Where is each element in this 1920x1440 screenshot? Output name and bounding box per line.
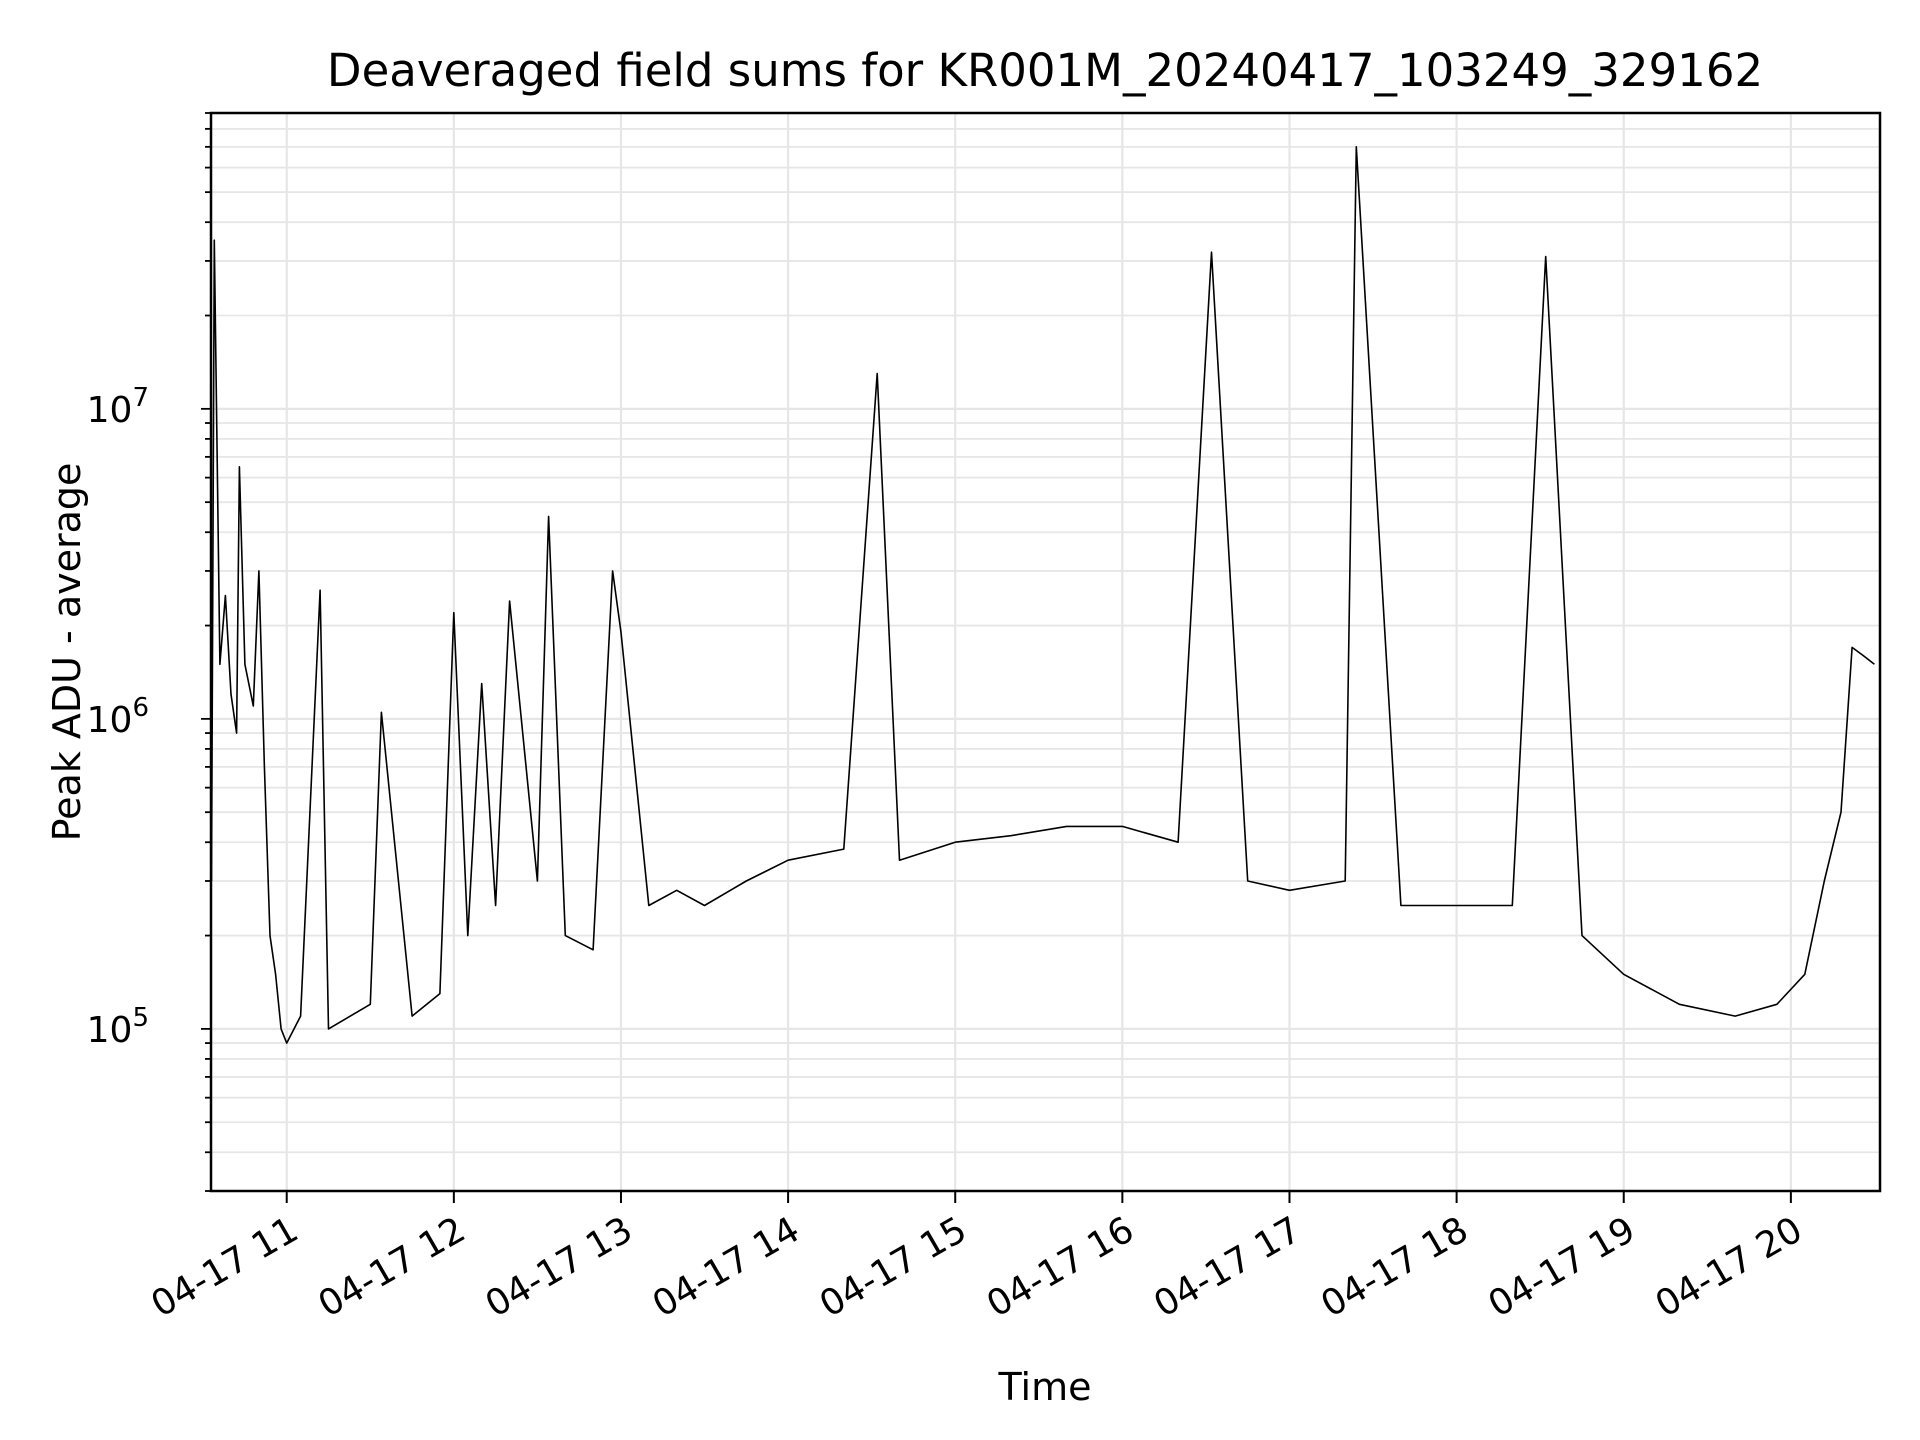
y-tick-label: 105 bbox=[87, 1003, 149, 1051]
y-axis-label: Peak ADU - average bbox=[45, 463, 89, 842]
x-tick-label: 04-17 12 bbox=[312, 1209, 473, 1325]
y-tick-label: 106 bbox=[87, 693, 149, 741]
x-tick-label: 04-17 17 bbox=[1147, 1209, 1308, 1325]
x-tick-label: 04-17 20 bbox=[1649, 1209, 1810, 1325]
grid bbox=[211, 112, 1880, 1192]
y-axis: 105 106 107 bbox=[87, 112, 211, 1192]
x-axis-label: Time bbox=[998, 1365, 1092, 1409]
plot-frame bbox=[209, 111, 1882, 1193]
chart-title: Deaveraged field sums for KR001M_2024041… bbox=[327, 44, 1763, 97]
x-tick-label: 04-17 11 bbox=[145, 1209, 306, 1325]
x-axis: 04-17 11 04-17 12 04-17 13 04-17 14 04-17 15… bbox=[145, 1191, 1810, 1326]
x-tick-label: 04-17 14 bbox=[646, 1209, 807, 1325]
x-tick-label: 04-17 13 bbox=[479, 1209, 640, 1325]
plot-area bbox=[210, 146, 1875, 1044]
x-tick-label: 04-17 16 bbox=[980, 1209, 1141, 1325]
x-tick-label: 04-17 19 bbox=[1482, 1209, 1643, 1325]
y-tick-label: 107 bbox=[87, 383, 149, 431]
series-line bbox=[210, 146, 1875, 1044]
x-tick-label: 04-17 15 bbox=[813, 1209, 974, 1325]
x-tick-label: 04-17 18 bbox=[1314, 1209, 1475, 1325]
